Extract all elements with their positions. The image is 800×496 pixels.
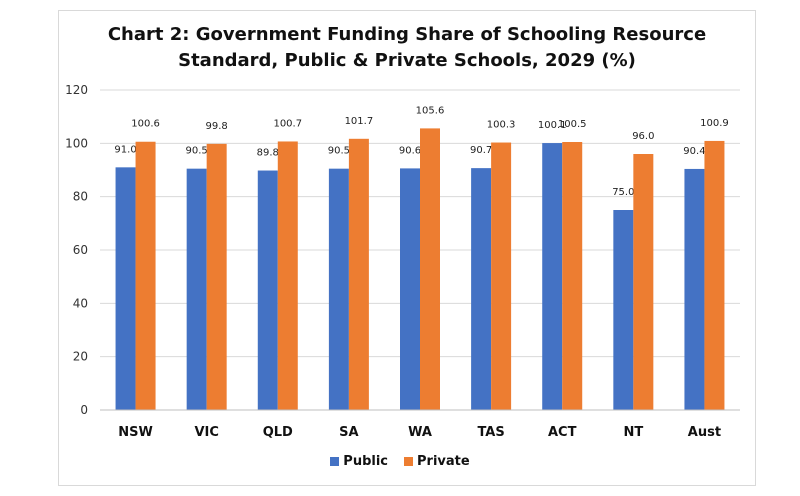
y-tick-label: 20 <box>73 350 88 364</box>
bar-private <box>491 142 512 411</box>
y-tick-label: 80 <box>73 190 88 204</box>
bar-public <box>400 168 420 410</box>
x-category-label: ACT <box>548 425 577 440</box>
bar-private <box>633 154 654 410</box>
x-category-label: SA <box>339 425 358 440</box>
x-category-label: QLD <box>263 425 293 440</box>
y-tick-label: 120 <box>65 83 88 97</box>
data-label-public: 90.6 <box>399 145 421 156</box>
bar-public <box>257 170 278 410</box>
bar-public <box>115 167 136 410</box>
x-category-label: WA <box>408 425 432 440</box>
legend-label-private: Private <box>417 454 470 469</box>
legend-swatch-private <box>404 457 414 466</box>
chart-title-line-1: Chart 2: Government Funding Share of Sch… <box>107 24 707 45</box>
data-label-public: 89.8 <box>257 148 279 159</box>
bar-private <box>348 138 369 411</box>
y-tick-label: 0 <box>80 403 88 417</box>
bar-public <box>186 168 207 410</box>
data-label-private: 99.8 <box>206 121 228 132</box>
data-label-public: 90.7 <box>470 145 492 156</box>
bar-private <box>704 140 725 410</box>
x-category-label: NSW <box>118 425 153 440</box>
data-label-private: 100.9 <box>700 118 729 129</box>
data-label-private: 105.6 <box>416 105 445 116</box>
legend-label-public: Public <box>343 454 389 469</box>
chart-title-line-2: Standard, Public & Private Schools, 2029… <box>178 50 636 71</box>
data-label-private: 100.7 <box>273 118 302 129</box>
legend-swatch-public <box>330 457 340 466</box>
data-label-public: 90.5 <box>328 146 350 157</box>
bar-private <box>277 141 298 410</box>
chart-title: Chart 2: Government Funding Share of Sch… <box>58 22 756 74</box>
legend-item-public: Public <box>330 454 388 469</box>
bar-public <box>471 168 492 410</box>
bar-public <box>328 168 349 410</box>
y-tick-label: 60 <box>73 243 88 257</box>
data-label-private: 96.0 <box>632 131 654 142</box>
data-label-public: 90.5 <box>186 146 208 157</box>
data-label-private: 100.5 <box>558 119 587 130</box>
data-label-private: 101.7 <box>345 116 374 127</box>
bar-public <box>542 143 563 411</box>
bar-private <box>135 141 156 410</box>
x-category-label: Aust <box>688 425 721 440</box>
data-label-private: 100.3 <box>487 120 516 131</box>
data-label-public: 90.4 <box>683 146 705 157</box>
chart-legend: Public Private <box>0 454 800 469</box>
bar-private <box>420 128 440 410</box>
x-category-label: NT <box>623 425 643 440</box>
bar-public <box>684 168 705 410</box>
x-category-label: VIC <box>194 425 218 440</box>
bar-private <box>562 142 583 410</box>
y-tick-label: 40 <box>73 296 88 310</box>
data-label-private: 100.6 <box>131 119 160 130</box>
data-label-public: 100.1 <box>538 120 567 131</box>
y-tick-label: 100 <box>65 136 88 150</box>
x-category-label: TAS <box>477 425 504 440</box>
legend-item-private: Private <box>404 454 470 469</box>
bar-public <box>613 210 634 410</box>
data-label-public: 91.0 <box>114 144 136 155</box>
bar-private <box>206 143 227 410</box>
data-label-public: 75.0 <box>612 187 634 198</box>
